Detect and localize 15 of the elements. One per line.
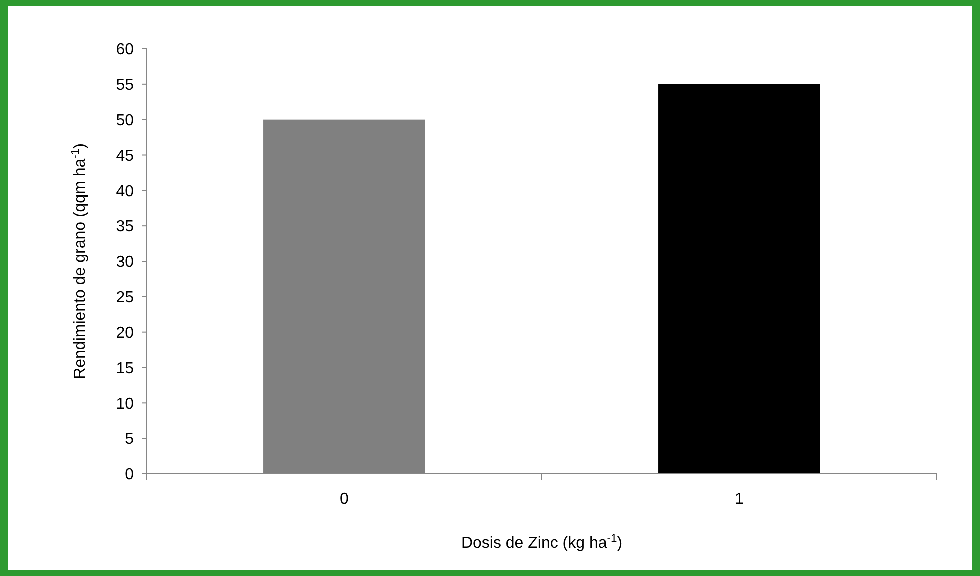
x-tick-label: 1: [735, 491, 744, 508]
y-tick-label: 60: [116, 42, 134, 59]
x-axis-title: Dosis de Zinc (kg ha$^{-1}$): [461, 533, 623, 552]
y-tick-label: 30: [116, 254, 134, 272]
y-tick-label: 50: [116, 112, 134, 130]
y-tick-label: 55: [116, 77, 134, 94]
y-tick-label: 35: [116, 218, 134, 236]
y-tick-label: 0: [125, 466, 134, 484]
y-tick-label: 45: [116, 148, 134, 165]
y-tick-label: 20: [116, 324, 134, 342]
y-tick-label: 5: [125, 431, 134, 448]
y-tick-label: 10: [116, 396, 134, 413]
y-tick-label: 25: [116, 290, 134, 307]
y-tick-label: 40: [116, 183, 134, 200]
y-tick-label: 15: [116, 360, 134, 378]
